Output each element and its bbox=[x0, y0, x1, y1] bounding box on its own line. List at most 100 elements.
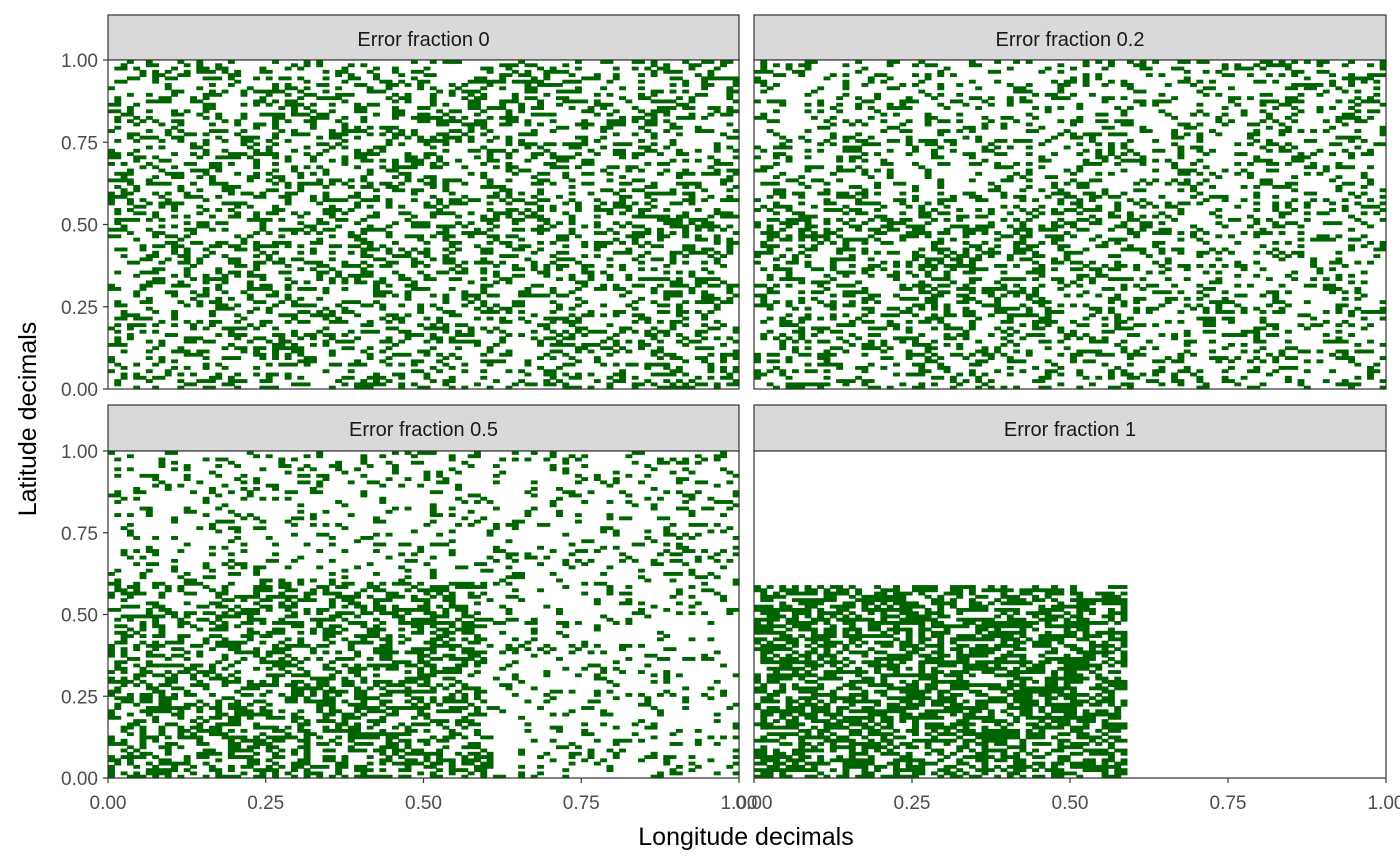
raster-cell bbox=[234, 336, 242, 341]
raster-cell bbox=[417, 303, 425, 308]
raster-cell bbox=[1246, 142, 1254, 147]
raster-cell bbox=[893, 263, 900, 268]
raster-cell bbox=[600, 145, 608, 150]
raster-cell bbox=[886, 385, 894, 390]
raster-cell bbox=[713, 158, 721, 163]
raster-cell bbox=[196, 188, 204, 193]
raster-cell bbox=[297, 171, 305, 176]
raster-cell bbox=[391, 158, 399, 163]
raster-cell bbox=[707, 254, 715, 258]
raster-cell bbox=[644, 191, 652, 196]
raster-cell bbox=[707, 155, 715, 160]
raster-cell bbox=[694, 382, 702, 387]
raster-cell bbox=[404, 135, 412, 140]
raster-cell bbox=[1120, 319, 1128, 324]
raster-cell bbox=[530, 267, 538, 272]
raster-cell bbox=[486, 185, 494, 189]
raster-cell bbox=[994, 369, 1002, 374]
raster-cell bbox=[183, 161, 191, 166]
raster-cell bbox=[1215, 300, 1223, 305]
raster-cell bbox=[562, 372, 570, 377]
raster-cell bbox=[448, 83, 456, 87]
raster-cell bbox=[701, 171, 709, 176]
raster-cell bbox=[272, 119, 279, 124]
raster-cell bbox=[918, 287, 926, 291]
raster-cell bbox=[855, 165, 863, 170]
raster-cell bbox=[309, 125, 317, 130]
raster-cell bbox=[707, 165, 715, 170]
raster-cell bbox=[442, 300, 450, 305]
raster-cell bbox=[669, 191, 677, 196]
raster-cell bbox=[772, 191, 780, 196]
raster-cell bbox=[379, 349, 387, 354]
raster-cell bbox=[1032, 300, 1039, 305]
raster-cell bbox=[994, 310, 1002, 314]
raster-cell bbox=[1013, 385, 1021, 390]
raster-cell bbox=[391, 221, 399, 226]
raster-cell bbox=[694, 92, 702, 97]
raster-cell bbox=[278, 240, 286, 245]
raster-cell bbox=[360, 323, 368, 328]
raster-cell bbox=[930, 296, 938, 301]
raster-cell bbox=[152, 73, 160, 78]
raster-cell bbox=[549, 342, 557, 347]
raster-cell bbox=[1107, 237, 1115, 242]
raster-cell bbox=[949, 375, 957, 380]
raster-cell bbox=[1348, 191, 1355, 196]
raster-cell bbox=[606, 165, 614, 170]
raster-cell bbox=[335, 86, 343, 91]
raster-cell bbox=[886, 175, 894, 180]
raster-cell bbox=[461, 385, 469, 390]
raster-cell bbox=[177, 349, 185, 354]
raster-cell bbox=[675, 356, 683, 360]
raster-cell bbox=[1082, 158, 1090, 163]
raster-cell bbox=[593, 356, 601, 360]
raster-cell bbox=[158, 375, 166, 380]
raster-cell bbox=[949, 198, 957, 203]
raster-cell bbox=[518, 293, 526, 298]
raster-cell bbox=[688, 191, 696, 196]
raster-cell bbox=[177, 73, 185, 78]
raster-cell bbox=[505, 188, 513, 193]
raster-cell bbox=[1316, 237, 1324, 242]
raster-cell bbox=[650, 326, 658, 331]
raster-cell bbox=[1297, 155, 1305, 160]
raster-cell bbox=[562, 316, 570, 321]
raster-cell bbox=[987, 148, 995, 153]
raster-cell bbox=[1076, 260, 1084, 265]
raster-cell bbox=[943, 263, 951, 268]
raster-cell bbox=[650, 290, 658, 295]
raster-cell bbox=[1354, 260, 1362, 265]
raster-cell bbox=[956, 217, 964, 222]
raster-cell bbox=[442, 142, 450, 147]
raster-cell bbox=[1076, 181, 1084, 186]
raster-cell bbox=[606, 375, 614, 380]
raster-cell bbox=[139, 270, 147, 275]
raster-cell bbox=[1177, 152, 1185, 157]
raster-cell bbox=[848, 342, 856, 347]
raster-cell bbox=[284, 76, 292, 81]
raster-cell bbox=[385, 339, 393, 344]
raster-cell bbox=[1246, 369, 1254, 374]
raster-cell bbox=[682, 89, 690, 94]
raster-cell bbox=[492, 273, 500, 278]
raster-cell bbox=[779, 204, 787, 209]
raster-cell bbox=[861, 240, 869, 245]
raster-cell bbox=[322, 76, 330, 81]
raster-cell bbox=[1152, 306, 1160, 311]
raster-cell bbox=[366, 346, 374, 351]
raster-cell bbox=[196, 257, 204, 262]
raster-cell bbox=[511, 382, 519, 387]
raster-cell bbox=[442, 112, 450, 117]
raster-cell bbox=[1025, 227, 1033, 232]
raster-cell bbox=[975, 375, 983, 380]
raster-cell bbox=[120, 375, 128, 380]
raster-cell bbox=[726, 135, 734, 140]
raster-cell bbox=[1265, 352, 1273, 357]
raster-cell bbox=[893, 260, 900, 265]
raster-cell bbox=[290, 231, 298, 235]
raster-cell bbox=[886, 323, 894, 328]
raster-cell bbox=[436, 155, 444, 160]
raster-cell bbox=[924, 201, 932, 206]
raster-cell bbox=[701, 293, 709, 298]
